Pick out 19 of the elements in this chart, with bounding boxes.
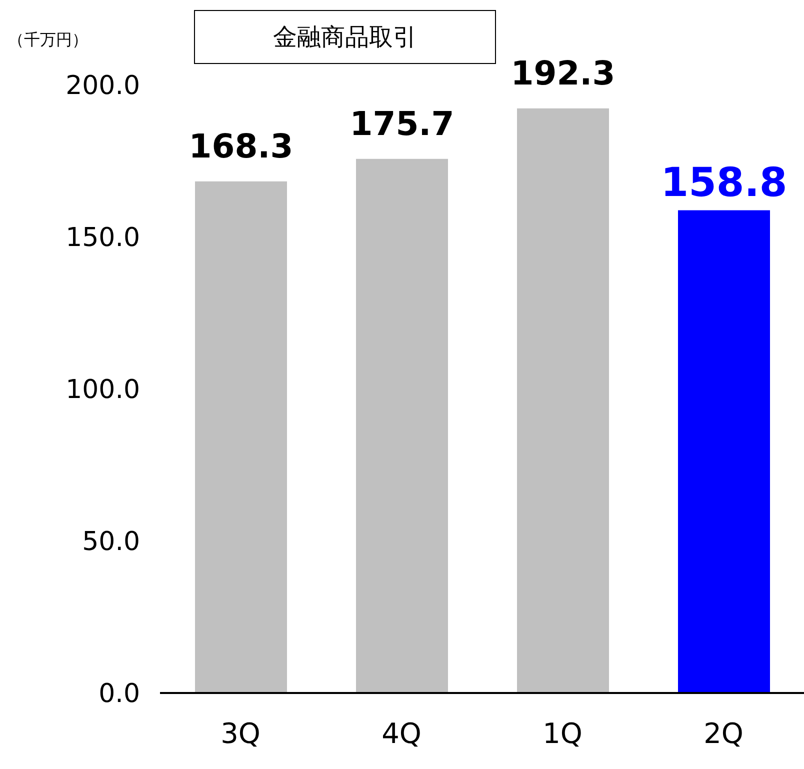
data-label: 175.7 — [350, 104, 454, 143]
x-tick-label: 1Q — [542, 716, 582, 750]
data-label: 168.3 — [188, 126, 294, 166]
data-label: 158.8 — [660, 160, 788, 206]
x-tick-label: 3Q — [220, 716, 260, 750]
x-tick-label: 2Q — [704, 716, 744, 750]
bar — [195, 181, 287, 693]
y-axis-title: （千万円） — [8, 30, 88, 51]
y-tick-label: 50.0 — [82, 527, 140, 558]
chart-title: 金融商品取引 — [194, 10, 496, 64]
data-label: 192.3 — [510, 53, 616, 92]
bar — [517, 108, 609, 693]
y-tick-label: 100.0 — [66, 375, 140, 406]
bar — [356, 158, 448, 693]
y-tick-label: 200.0 — [66, 71, 140, 102]
y-tick-label: 150.0 — [66, 223, 140, 254]
bar — [678, 210, 770, 693]
y-tick-label: 0.0 — [98, 679, 140, 710]
x-tick-label: 4Q — [382, 716, 422, 750]
